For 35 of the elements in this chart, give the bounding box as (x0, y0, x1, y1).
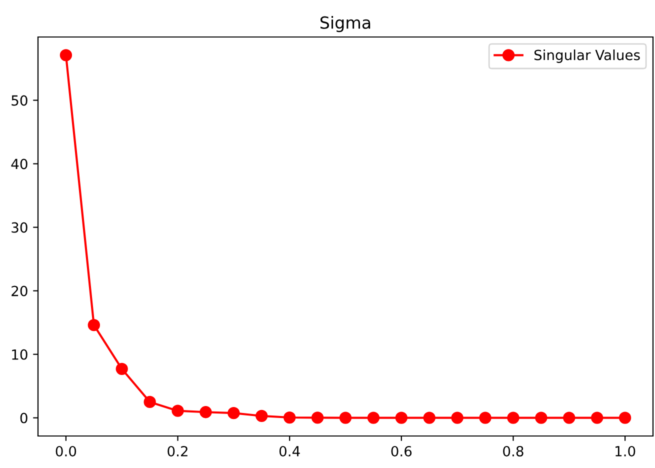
point (116, 362, 128, 376)
x-tick-label: 0.4 (279, 446, 300, 456)
point (284, 411, 296, 424)
point (507, 412, 520, 424)
point (367, 412, 380, 424)
point (88, 319, 100, 332)
y-tick-label: 0 (20, 412, 28, 424)
point (311, 412, 324, 424)
point (479, 412, 492, 424)
x-tick-label: 0.0 (56, 446, 76, 456)
legend-label: Singular Values (534, 50, 640, 63)
chart-title: Sigma (320, 16, 370, 32)
point (563, 412, 576, 424)
point (535, 412, 548, 424)
x-tick-label: 0.8 (503, 446, 524, 456)
y-tick-label: 10 (12, 349, 28, 360)
point (451, 412, 464, 424)
point (618, 412, 632, 424)
point (60, 49, 72, 62)
point (256, 410, 268, 422)
y-tick-label: 20 (12, 286, 28, 296)
x-tick-label: 1.0 (616, 446, 636, 456)
point (228, 406, 240, 420)
point (423, 412, 436, 424)
point (395, 412, 408, 424)
point (591, 412, 604, 424)
x-tick-label: 0.6 (391, 446, 412, 456)
y-tick-label: 40 (11, 158, 28, 170)
point (172, 404, 184, 417)
point (200, 406, 212, 418)
y-tick-label: 30 (12, 222, 28, 233)
point (339, 412, 352, 424)
x-tick-label: 0.2 (168, 446, 188, 456)
y-tick-label: 50 (12, 95, 28, 106)
point (144, 396, 156, 408)
